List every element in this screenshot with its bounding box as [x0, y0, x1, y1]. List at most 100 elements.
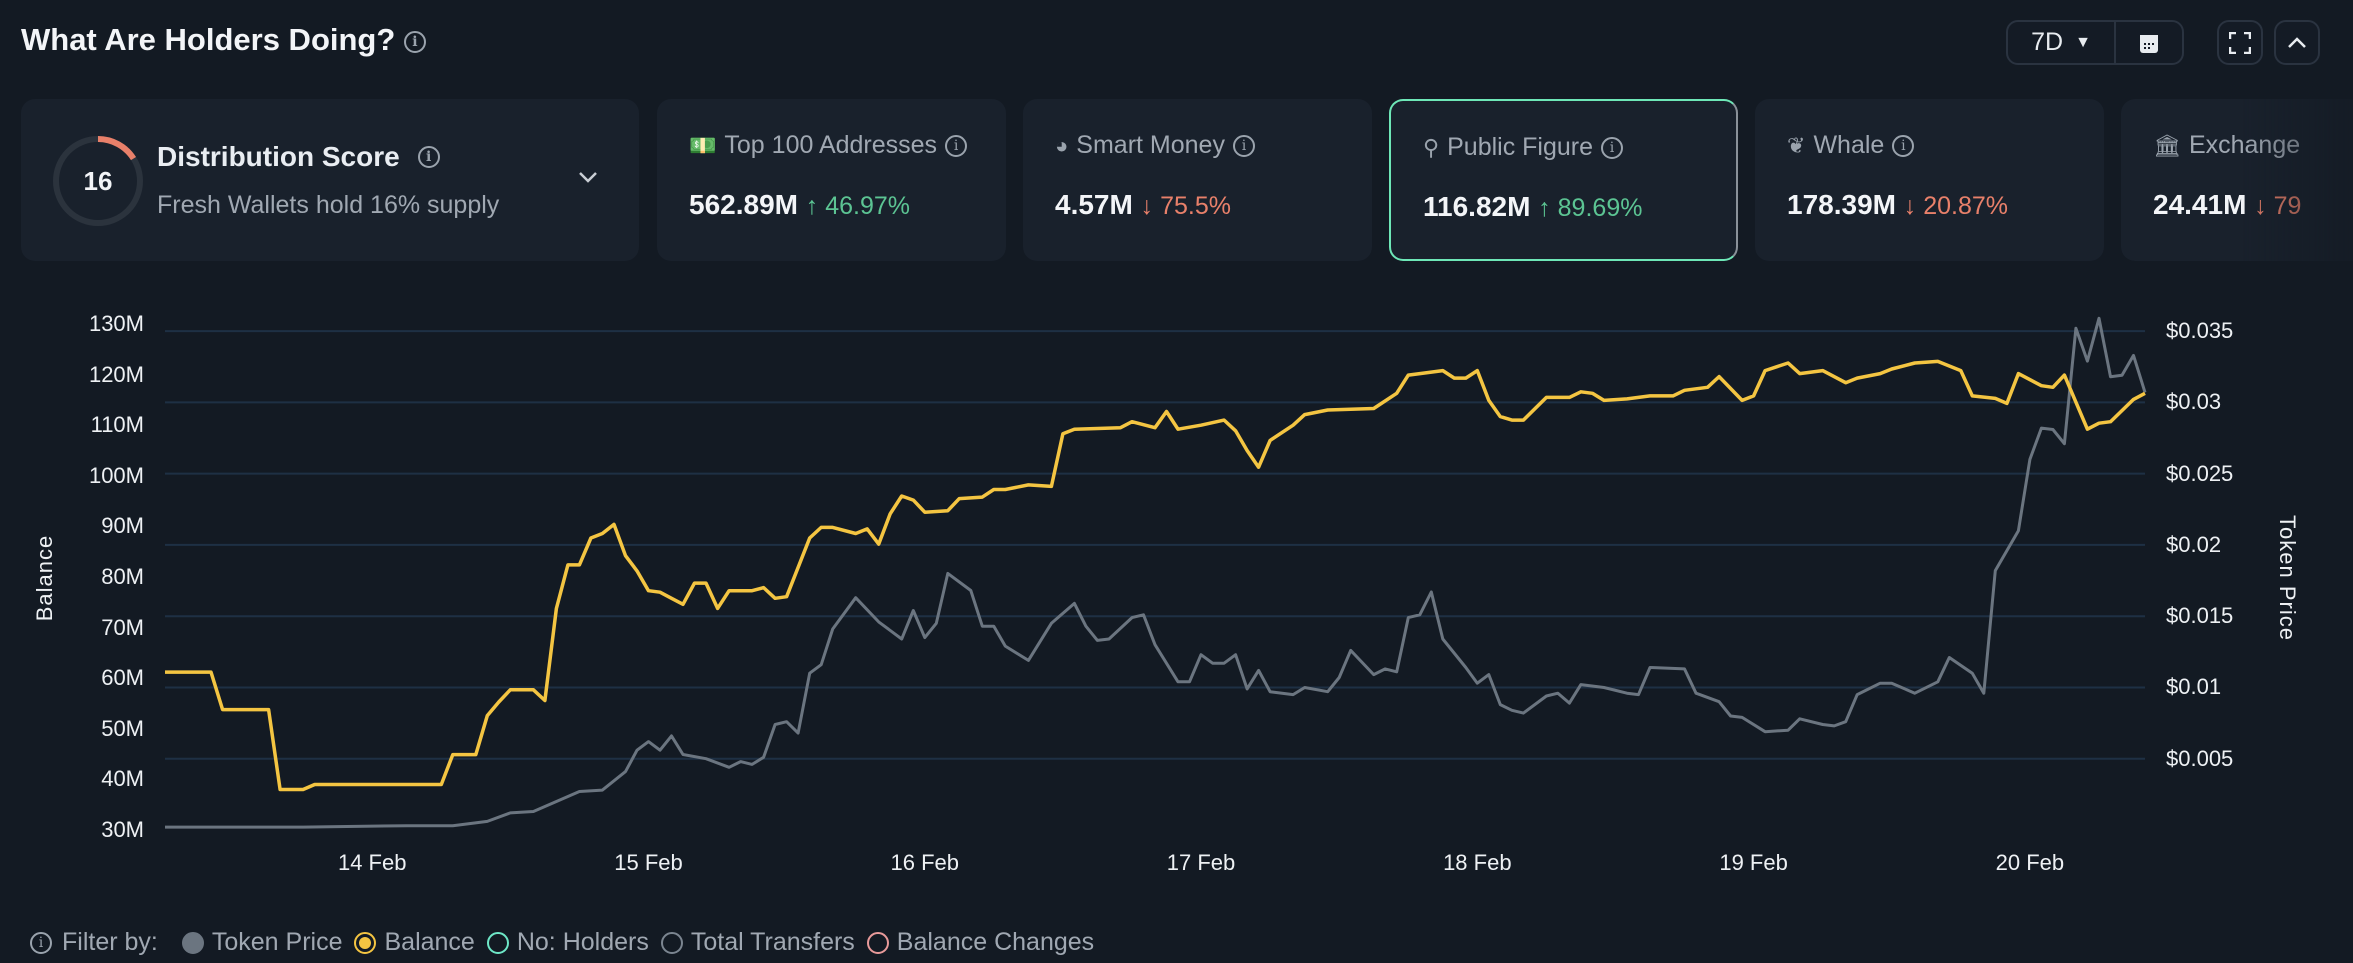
bank-icon: 🏛 — [2153, 132, 2181, 158]
y-tick-label: 60M — [101, 665, 144, 691]
calendar-icon — [2140, 34, 2158, 53]
x-tick-label: 18 Feb — [1443, 850, 1512, 875]
legend-item-balance[interactable]: Balance — [354, 928, 475, 957]
timeframe-select[interactable]: 7D ▼ — [2008, 22, 2116, 63]
page-title: What Are Holders Doing? i — [21, 22, 426, 58]
legend-dot-icon — [866, 931, 889, 954]
card-value: 116.82M ↑ 89.69% — [1423, 191, 1642, 223]
info-icon[interactable]: i — [1601, 136, 1624, 159]
arrow-up-icon: ↑ — [1538, 194, 1551, 222]
card-label-text: Smart Money — [1076, 131, 1225, 159]
series-line-balance — [165, 359, 2146, 792]
y2-tick-label: $0.02 — [2166, 531, 2222, 557]
y2-tick-label: $0.025 — [2166, 460, 2234, 486]
filter-label: Filter by: — [62, 928, 158, 956]
change-value: 89.69% — [1557, 194, 1643, 222]
distribution-subtitle: Fresh Wallets hold 16% supply — [157, 191, 500, 219]
info-icon[interactable]: i — [945, 134, 968, 157]
balance-price-chart — [165, 316, 2147, 829]
calendar-button[interactable] — [2116, 22, 2182, 63]
x-tick-label: 17 Feb — [1166, 850, 1236, 875]
info-icon[interactable]: i — [30, 931, 52, 954]
card-label: ❦ Whale i — [1787, 131, 1915, 160]
card-label-text: Top 100 Addresses — [724, 131, 938, 159]
score-value: 16 — [84, 166, 113, 196]
distribution-label: Distribution Score — [157, 141, 400, 172]
change-value: 79 — [2273, 192, 2302, 220]
arrow-down-icon: ↓ — [2254, 192, 2267, 220]
y-tick-label: 100M — [88, 462, 144, 488]
spotlight-icon: ⚲ — [1423, 134, 1440, 160]
change-badge: ↓ 20.87% — [1904, 192, 2008, 220]
arrow-down-icon: ↓ — [1903, 192, 1917, 220]
change-value: 46.97% — [825, 192, 910, 220]
info-icon[interactable]: i — [403, 30, 426, 53]
x-tick-label: 20 Feb — [1995, 850, 2065, 875]
card-label-text: Exchange — [2188, 131, 2301, 159]
legend-label: No: Holders — [516, 928, 649, 956]
y2-axis-label: Token Price — [2275, 515, 2300, 641]
y-tick-label: 80M — [101, 564, 144, 589]
y-tick-label: 30M — [101, 817, 144, 842]
info-icon[interactable]: i — [417, 146, 440, 168]
info-icon[interactable]: i — [1892, 134, 1915, 157]
legend-label: Token Price — [211, 928, 343, 956]
card-amount: 24.41M — [2153, 189, 2247, 220]
card-amount: 4.57M — [1055, 189, 1133, 220]
fullscreen-icon — [2229, 31, 2251, 54]
card-exchange[interactable]: 🏛 Exchange 24.41M ↓ 79 — [2121, 99, 2353, 261]
change-value: 75.5% — [1160, 192, 1231, 220]
change-badge: ↓ 79 — [2254, 192, 2301, 220]
y-tick-label: 40M — [101, 766, 144, 792]
change-badge: ↑ 46.97% — [806, 192, 910, 220]
y-tick-label: 130M — [88, 311, 144, 336]
arrow-down-icon: ↓ — [1140, 192, 1154, 220]
card-value: 562.89M ↑ 46.97% — [689, 189, 910, 221]
caret-down-icon: ▼ — [2075, 33, 2091, 51]
card-label: 🏛 Exchange — [2153, 131, 2300, 160]
legend-label: Balance — [384, 928, 475, 956]
collapse-button[interactable] — [2274, 20, 2320, 65]
legend-dot-icon — [181, 931, 204, 954]
arrow-up-icon: ↑ — [805, 192, 819, 220]
chart-legend: i Filter by: Token Price Balance No: Holde… — [30, 928, 1106, 957]
card-label: ⚲ Public Figure i — [1423, 133, 1624, 162]
card-amount: 116.82M — [1423, 191, 1531, 222]
card-public-figure[interactable]: ⚲ Public Figure i 116.82M ↑ 89.69% — [1389, 99, 1738, 261]
change-value: 20.87% — [1923, 192, 2008, 220]
card-value: 178.39M ↓ 20.87% — [1787, 189, 2008, 221]
distribution-title: Distribution Score i — [157, 141, 440, 173]
card-top-100-addresses[interactable]: 💵 Top 100 Addresses i 562.89M ↑ 46.97% — [657, 99, 1006, 261]
fullscreen-button[interactable] — [2217, 20, 2263, 65]
legend-item-balance-changes[interactable]: Balance Changes — [866, 928, 1095, 957]
y2-tick-label: $0.01 — [2166, 674, 2222, 700]
timeframe-group: 7D ▼ — [2006, 20, 2184, 65]
legend-item-total-transfers[interactable]: Total Transfers — [660, 928, 855, 957]
legend-label: Balance Changes — [896, 928, 1095, 956]
card-smart-money[interactable]: ◕ Smart Money i 4.57M ↓ 75.5% — [1023, 99, 1372, 261]
x-tick-label: 14 Feb — [337, 850, 407, 875]
legend-label: Total Transfers — [690, 928, 855, 956]
y2-tick-label: $0.015 — [2166, 603, 2234, 629]
card-whale[interactable]: ❦ Whale i 178.39M ↓ 20.87% — [1755, 99, 2104, 261]
y2-tick-label: $0.005 — [2166, 745, 2234, 771]
title-text: What Are Holders Doing? — [21, 22, 396, 57]
card-amount: 562.89M — [689, 189, 798, 220]
info-icon[interactable]: i — [1232, 134, 1255, 157]
money-icon: 💵 — [689, 132, 717, 158]
legend-dot-icon — [354, 931, 377, 954]
card-label: 💵 Top 100 Addresses i — [689, 131, 968, 160]
y2-tick-label: $0.035 — [2166, 318, 2234, 344]
legend-item-no-holders[interactable]: No: Holders — [486, 928, 649, 957]
x-tick-label: 16 Feb — [890, 850, 960, 875]
timeframe-value: 7D — [2031, 28, 2064, 56]
legend-item-token-price[interactable]: Token Price — [181, 928, 343, 957]
card-amount: 178.39M — [1787, 189, 1896, 220]
y-tick-label: 110M — [90, 412, 144, 438]
y-tick-label: 90M — [101, 513, 144, 539]
whale-icon: ❦ — [1787, 132, 1806, 158]
distribution-score-card[interactable]: 16 Distribution Score i Fresh Wallets hol… — [21, 99, 639, 261]
x-tick-label: 15 Feb — [614, 850, 683, 875]
chevron-down-icon[interactable] — [578, 171, 598, 183]
y-tick-label: 50M — [101, 715, 144, 741]
